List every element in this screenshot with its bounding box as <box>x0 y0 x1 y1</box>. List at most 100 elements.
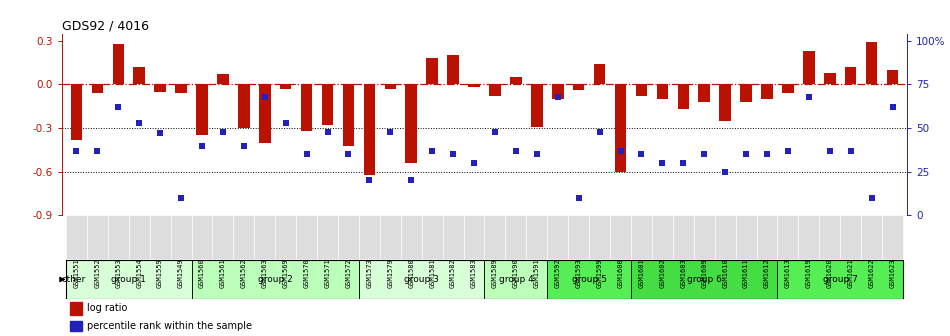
Point <box>68 148 84 154</box>
Text: GSM1610: GSM1610 <box>722 259 728 288</box>
Text: GSM1592: GSM1592 <box>555 259 560 288</box>
Point <box>780 148 795 154</box>
Bar <box>213 215 234 259</box>
Point <box>759 152 774 157</box>
Bar <box>594 64 605 84</box>
Point <box>529 152 544 157</box>
Bar <box>66 260 903 299</box>
Bar <box>464 215 484 259</box>
Bar <box>615 84 626 172</box>
Bar <box>128 215 150 259</box>
Bar <box>631 215 652 259</box>
Bar <box>656 84 668 99</box>
Point <box>738 152 753 157</box>
Text: GSM1553: GSM1553 <box>115 259 122 288</box>
Text: GSM1569: GSM1569 <box>283 259 289 288</box>
Point <box>844 148 859 154</box>
Bar <box>777 215 798 259</box>
Text: group 1: group 1 <box>111 275 146 284</box>
Text: GSM1580: GSM1580 <box>408 259 414 288</box>
Bar <box>589 215 610 259</box>
Bar <box>862 215 883 259</box>
Bar <box>568 215 589 259</box>
Text: log ratio: log ratio <box>87 303 127 313</box>
Bar <box>259 84 271 142</box>
Point <box>404 178 419 183</box>
Bar <box>443 215 464 259</box>
Text: GSM1613: GSM1613 <box>785 259 791 288</box>
Text: GSM1600: GSM1600 <box>618 259 623 288</box>
Bar <box>547 260 631 299</box>
Text: GSM1573: GSM1573 <box>367 259 372 288</box>
Bar <box>484 260 547 299</box>
Point <box>675 160 691 166</box>
Bar <box>66 215 86 259</box>
Bar <box>841 215 862 259</box>
Point <box>466 160 482 166</box>
Bar <box>427 58 438 84</box>
Bar <box>740 84 751 102</box>
Text: GSM1562: GSM1562 <box>241 259 247 288</box>
Bar <box>777 260 903 299</box>
Bar <box>192 260 359 299</box>
Text: GSM1563: GSM1563 <box>262 259 268 288</box>
Point <box>216 129 231 134</box>
Point <box>257 94 273 99</box>
Bar <box>91 84 104 93</box>
Bar <box>359 215 380 259</box>
Point <box>89 148 104 154</box>
Bar <box>133 67 145 84</box>
Bar <box>218 74 229 84</box>
Bar <box>422 215 443 259</box>
Bar <box>505 215 526 259</box>
Text: GSM1601: GSM1601 <box>638 259 644 288</box>
Bar <box>552 84 563 99</box>
Point <box>299 152 314 157</box>
Text: GSM1611: GSM1611 <box>743 259 750 288</box>
Text: GDS92 / 4016: GDS92 / 4016 <box>62 19 149 32</box>
Bar <box>255 215 276 259</box>
Bar <box>714 215 735 259</box>
Bar <box>107 215 128 259</box>
Bar <box>171 215 192 259</box>
Bar <box>489 84 501 96</box>
Bar <box>610 215 631 259</box>
Text: GSM1583: GSM1583 <box>471 259 477 288</box>
Bar <box>276 215 296 259</box>
Text: GSM1551: GSM1551 <box>73 259 80 288</box>
Bar <box>798 215 819 259</box>
Text: GSM1559: GSM1559 <box>157 259 163 288</box>
Bar <box>385 84 396 89</box>
Bar <box>70 84 82 140</box>
Bar <box>150 215 171 259</box>
Bar <box>112 44 124 84</box>
Point <box>320 129 335 134</box>
Text: other: other <box>62 275 86 284</box>
Text: group 4: group 4 <box>499 275 533 284</box>
Point <box>237 143 252 148</box>
Bar <box>631 260 777 299</box>
Bar <box>782 84 793 93</box>
Text: group 2: group 2 <box>257 275 293 284</box>
Text: percentile rank within the sample: percentile rank within the sample <box>87 321 252 331</box>
Bar <box>484 215 505 259</box>
Bar <box>803 51 815 84</box>
Bar <box>677 84 689 109</box>
Bar <box>865 42 878 84</box>
Point <box>655 160 670 166</box>
Bar <box>86 215 107 259</box>
Bar <box>317 215 338 259</box>
Text: GSM1579: GSM1579 <box>388 259 393 288</box>
Text: GSM1572: GSM1572 <box>346 259 352 288</box>
Text: GSM1590: GSM1590 <box>513 259 519 288</box>
Bar <box>698 84 710 102</box>
Bar <box>70 321 82 331</box>
Text: GSM1593: GSM1593 <box>576 259 581 288</box>
Bar <box>280 84 292 89</box>
Bar <box>154 84 166 92</box>
Bar <box>197 84 208 135</box>
Text: GSM1581: GSM1581 <box>429 259 435 288</box>
Bar <box>673 215 693 259</box>
Point <box>508 148 523 154</box>
Text: GSM1571: GSM1571 <box>325 259 331 288</box>
